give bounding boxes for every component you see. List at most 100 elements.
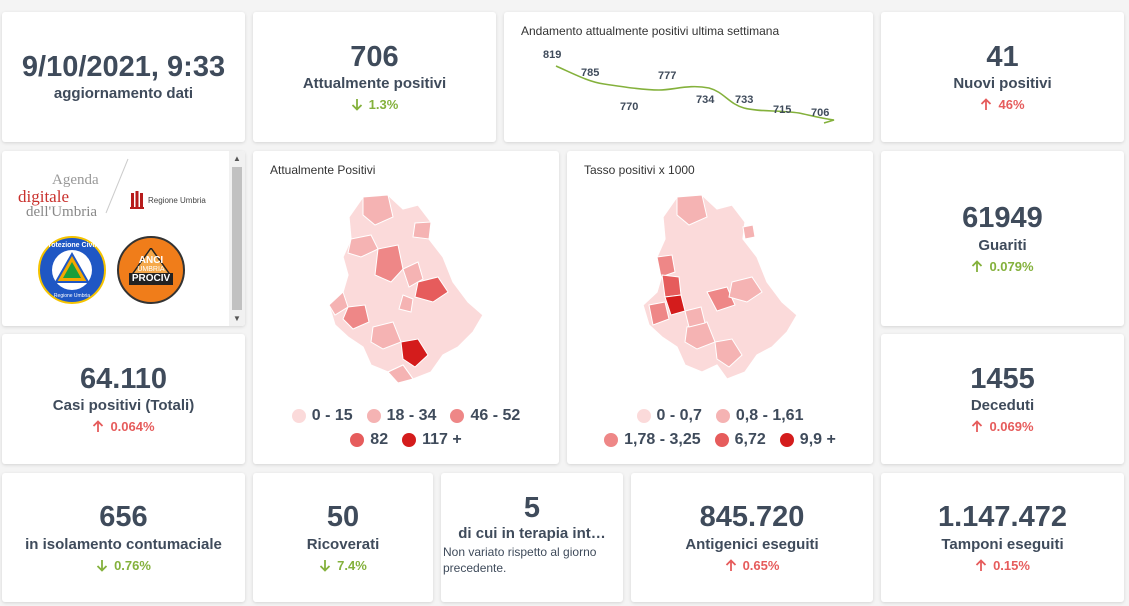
logos-card: Agenda digitale dell'Umbria Regione Umbr…: [2, 151, 245, 326]
legend-dot: [714, 433, 729, 447]
nuovi-positivi-change: 46%: [980, 97, 1025, 112]
deceduti-label: Deceduti: [970, 397, 1035, 415]
ricoverati-change: 7.4%: [319, 558, 367, 573]
protezione-civile-logo: Protezione Civile Regione Umbria: [38, 236, 106, 304]
casi-totali-value: 64.110: [79, 362, 168, 395]
logos-scrollbar[interactable]: ▲ ▼: [229, 151, 245, 326]
trend-point-label: 770: [620, 101, 638, 113]
trend-chart: 819 785 770 777 734 733 715 706: [543, 49, 835, 124]
tamponi-value: 1.147.472: [937, 501, 1067, 534]
terapia-note: Non variato rispetto al giorno precedent…: [443, 544, 597, 576]
scroll-down-icon[interactable]: ▼: [233, 314, 241, 323]
casi-totali-label: Casi positivi (Totali): [52, 397, 195, 415]
tamponi-card: 1.147.472 Tamponi eseguiti 0.15%: [881, 473, 1124, 602]
terapia-value: 5: [523, 492, 541, 524]
arrow-up-icon: [972, 420, 983, 433]
regione-crest-icon: [130, 191, 144, 209]
legend-item: 117 +: [402, 431, 462, 449]
protezione-civile-icon: [52, 250, 92, 290]
ricoverati-card: 50 Ricoverati 7.4%: [253, 473, 433, 602]
divider-line: [105, 158, 129, 214]
attualmente-positivi-value: 706: [350, 40, 399, 73]
legend-dot: [450, 409, 465, 423]
terapia-label: di cui in terapia int…: [458, 524, 606, 542]
attualmente-positivi-change: 1.3%: [351, 97, 398, 112]
trend-point-label: 785: [581, 67, 599, 79]
isolamento-change: 0.76%: [96, 558, 151, 573]
deceduti-card: 1455 Deceduti 0.069%: [881, 334, 1124, 464]
tamponi-label: Tamponi eseguiti: [941, 535, 1064, 553]
trend-card: Andamento attualmente positivi ultima se…: [504, 12, 873, 142]
attualmente-positivi-label: Attualmente positivi: [302, 75, 447, 93]
legend-dot: [402, 433, 417, 447]
antigenici-label: Antigenici eseguiti: [685, 535, 819, 553]
scroll-thumb[interactable]: [232, 167, 242, 310]
arrow-up-icon: [93, 420, 104, 433]
legend-dot: [291, 409, 306, 423]
legend-item: 0 - 0,7: [636, 407, 702, 425]
casi-totali-card: 64.110 Casi positivi (Totali) 0.064%: [2, 334, 245, 464]
legend-item: 0,8 - 1,61: [715, 407, 803, 425]
ricoverati-label: Ricoverati: [306, 535, 380, 553]
arrow-down-icon: [320, 559, 331, 572]
casi-totali-change: 0.064%: [92, 419, 155, 434]
trend-point-label: 777: [658, 70, 676, 82]
guariti-card: 61949 Guariti 0.079%: [881, 151, 1124, 326]
nuovi-positivi-label: Nuovi positivi: [953, 75, 1052, 93]
legend-item: 1,78 - 3,25: [604, 431, 701, 449]
anci-umbria-prociv-logo: ANCI UMBRIA PROCIV: [117, 236, 185, 304]
map-attualmente-positivi-card: Attualmente Positivi 0 - 15 18 - 34 46 -…: [253, 151, 559, 464]
arrow-up-icon: [972, 260, 983, 272]
guariti-change: 0.079%: [971, 259, 1034, 274]
legend-dot: [636, 409, 651, 423]
arrow-down-icon: [96, 559, 108, 572]
isolamento-label: in isolamento contumaciale: [25, 535, 222, 553]
trend-point-label: 819: [543, 49, 561, 61]
map-tasso-positivi-card: Tasso positivi x 1000 0 - 0,7 0,8 - 1,61…: [567, 151, 873, 464]
regione-umbria-logo: Regione Umbria: [130, 191, 206, 209]
map1-title: Attualmente Positivi: [270, 163, 376, 177]
map1-legend: 0 - 15 18 - 34 46 - 52 82 117 +: [253, 407, 559, 455]
arrow-up-icon: [981, 98, 992, 111]
guariti-value: 61949: [962, 202, 1043, 235]
antigenici-card: 845.720 Antigenici eseguiti 0.65%: [631, 473, 873, 602]
trend-point-label: 706: [811, 107, 829, 119]
legend-dot: [779, 433, 794, 447]
legend-item: 6,72: [714, 431, 766, 449]
update-label: aggiornamento dati: [53, 85, 194, 103]
legend-item: 46 - 52: [450, 407, 520, 425]
trend-point-label: 715: [773, 104, 791, 116]
guariti-label: Guariti: [978, 236, 1027, 254]
isolamento-card: 656 in isolamento contumaciale 0.76%: [2, 473, 245, 602]
update-card: 9/10/2021, 9:33 aggiornamento dati: [2, 12, 245, 142]
nuovi-positivi-card: 41 Nuovi positivi 46%: [881, 12, 1124, 142]
legend-item: 18 - 34: [366, 407, 436, 425]
deceduti-value: 1455: [970, 362, 1035, 395]
arrow-up-icon: [725, 559, 736, 571]
nuovi-positivi-value: 41: [986, 40, 1019, 73]
trend-title: Andamento attualmente positivi ultima se…: [521, 24, 780, 38]
ricoverati-value: 50: [326, 501, 360, 534]
antigenici-change: 0.65%: [725, 558, 779, 573]
update-datetime: 9/10/2021, 9:33: [21, 50, 226, 83]
legend-item: 9,9 +: [779, 431, 836, 449]
trend-point-label: 733: [735, 94, 753, 106]
antigenici-value: 845.720: [699, 501, 805, 534]
deceduti-change: 0.069%: [971, 419, 1034, 434]
map2-legend: 0 - 0,7 0,8 - 1,61 1,78 - 3,25 6,72 9,9 …: [567, 407, 873, 455]
legend-dot: [366, 409, 381, 423]
umbria-map[interactable]: [253, 187, 559, 407]
attualmente-positivi-card: 706 Attualmente positivi 1.3%: [253, 12, 496, 142]
trend-point-label: 734: [696, 94, 715, 106]
legend-item: 82: [350, 431, 388, 449]
arrow-down-icon: [351, 99, 362, 112]
isolamento-value: 656: [99, 501, 148, 534]
agenda-digitale-logo: Agenda digitale dell'Umbria: [18, 172, 99, 220]
legend-dot: [350, 433, 365, 447]
trend-line: [555, 65, 835, 124]
terapia-intensiva-card: 5 di cui in terapia int… Non variato ris…: [441, 473, 623, 602]
scroll-up-icon[interactable]: ▲: [233, 154, 241, 163]
legend-item: 0 - 15: [291, 407, 353, 425]
arrow-up-icon: [975, 559, 987, 571]
umbria-map[interactable]: [567, 187, 873, 407]
